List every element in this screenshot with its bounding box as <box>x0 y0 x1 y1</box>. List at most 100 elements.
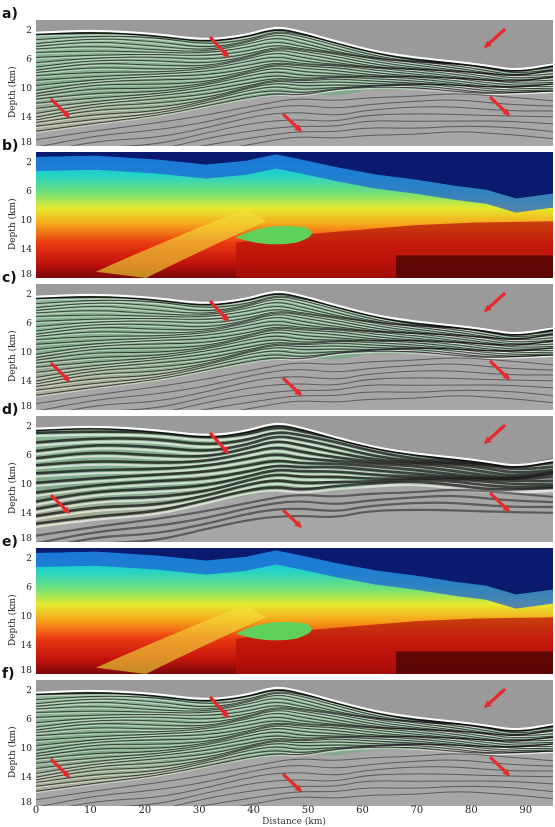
y-tick-label: 10 <box>20 612 32 623</box>
reflector-light <box>36 696 553 735</box>
panel-b: b) Depth (km) 2 6 10 14 18 <box>0 138 555 280</box>
y-tick-label: 10 <box>20 480 32 491</box>
basement-reflector <box>239 791 553 806</box>
panel-f: f) Depth (km) 2 6 10 14 18 <box>0 666 555 808</box>
red-arrow <box>282 509 302 528</box>
red-arrow <box>484 28 506 48</box>
reflector-dark <box>36 440 553 474</box>
panel-graphic <box>36 680 553 806</box>
x-tick-label: 40 <box>247 805 261 816</box>
reflector-dark <box>36 731 553 760</box>
reflector-light <box>36 329 553 357</box>
reflector-dark <box>36 738 553 774</box>
x-tick-label: 30 <box>192 805 206 816</box>
reflector-light <box>36 729 553 758</box>
y-axis-label: Depth (km) <box>8 462 18 515</box>
deepest-zone <box>396 651 553 674</box>
reflector-dark <box>36 64 553 91</box>
reflector-dark <box>36 713 553 741</box>
reflector-light <box>36 740 553 776</box>
reflector-dark <box>36 702 553 736</box>
reflector-dark <box>36 698 553 735</box>
basement-reflector <box>36 93 553 141</box>
basement-reflector <box>110 508 553 542</box>
green-body <box>236 621 312 641</box>
reflector-light <box>36 352 553 398</box>
deepest-zone <box>396 255 553 278</box>
y-tick-label: 14 <box>20 641 32 652</box>
basement-reflector <box>239 131 553 146</box>
basement-reflector <box>171 384 553 410</box>
reflector-light <box>36 315 553 344</box>
reflector-light <box>36 84 553 122</box>
y-axis-label: Depth (km) <box>8 726 18 779</box>
reflector-dark <box>36 53 553 81</box>
reflector-light <box>36 51 553 80</box>
y-tick-label: 6 <box>26 55 32 66</box>
red-arrow <box>484 424 506 444</box>
reflector-dark <box>36 65 553 95</box>
seismic-image <box>36 284 553 410</box>
reflector-dark <box>36 347 553 385</box>
y-axis-label: Depth (km) <box>8 198 18 251</box>
reflector-light <box>36 67 553 96</box>
reflector-light <box>36 714 553 742</box>
panel-a: a) Depth (km) 2 6 10 14 18 <box>0 6 555 148</box>
panel-letter: c) <box>2 270 17 286</box>
y-tick-label: 18 <box>20 666 32 677</box>
reflector-dark <box>36 743 553 783</box>
red-arrow <box>50 494 70 514</box>
red-arrow <box>50 362 70 382</box>
y-tick-label: 6 <box>26 187 32 198</box>
reflector-dark <box>36 56 553 82</box>
x-tick-label: 0 <box>32 805 40 816</box>
red-arrow <box>489 756 510 776</box>
green-body <box>236 225 312 245</box>
reflector-dark <box>36 83 553 123</box>
reflector-dark <box>36 34 553 73</box>
panel-graphic <box>36 20 553 146</box>
y-tick-label: 14 <box>20 245 32 256</box>
y-tick-label: 14 <box>20 509 32 520</box>
basement-reflector <box>199 125 553 146</box>
reflector-dark <box>36 728 553 757</box>
reflector-dark <box>36 716 553 742</box>
reflector-dark <box>36 48 553 77</box>
reflector-dark <box>36 329 553 359</box>
y-tick-label: 10 <box>20 348 32 359</box>
red-arrow <box>489 492 510 512</box>
reflector-dark <box>36 347 553 387</box>
y-axis-label: Depth (km) <box>8 330 18 383</box>
reflector-dark <box>36 473 553 511</box>
seafloor-line <box>36 422 553 466</box>
panel-graphic <box>36 416 553 542</box>
y-tick-label: 2 <box>26 290 32 301</box>
reflector-light <box>36 80 553 116</box>
panel-e: e) Depth (km) 2 6 10 14 18 <box>0 534 555 677</box>
y-axis-label: Depth (km) <box>8 66 18 119</box>
basement-reflector <box>36 357 553 405</box>
seafloor-shadow <box>36 425 553 468</box>
basement-reflector <box>66 501 553 542</box>
reflector-dark <box>36 328 553 355</box>
basement-reflector <box>119 773 553 806</box>
reflector-dark <box>36 38 553 75</box>
seismic-image <box>36 20 553 146</box>
x-tick-label: 90 <box>519 805 533 816</box>
reflector-light <box>36 65 553 93</box>
yellow-wedge <box>96 208 266 278</box>
y-tick-label: 18 <box>20 534 32 545</box>
reflector-dark <box>36 86 553 132</box>
y-tick-label: 14 <box>20 377 32 388</box>
red-arrow <box>209 36 229 58</box>
x-axis-label: Distance (km) <box>262 817 326 827</box>
y-tick-label: 2 <box>26 422 32 433</box>
reflector-dark <box>36 710 553 739</box>
basement-reflector <box>39 363 553 410</box>
reflector-dark <box>36 80 553 118</box>
y-tick-label: 14 <box>20 773 32 784</box>
red-arrow <box>282 113 302 132</box>
x-tick-label: 10 <box>84 805 97 816</box>
basement-reflector <box>199 389 553 410</box>
basement-reflector <box>199 785 553 806</box>
